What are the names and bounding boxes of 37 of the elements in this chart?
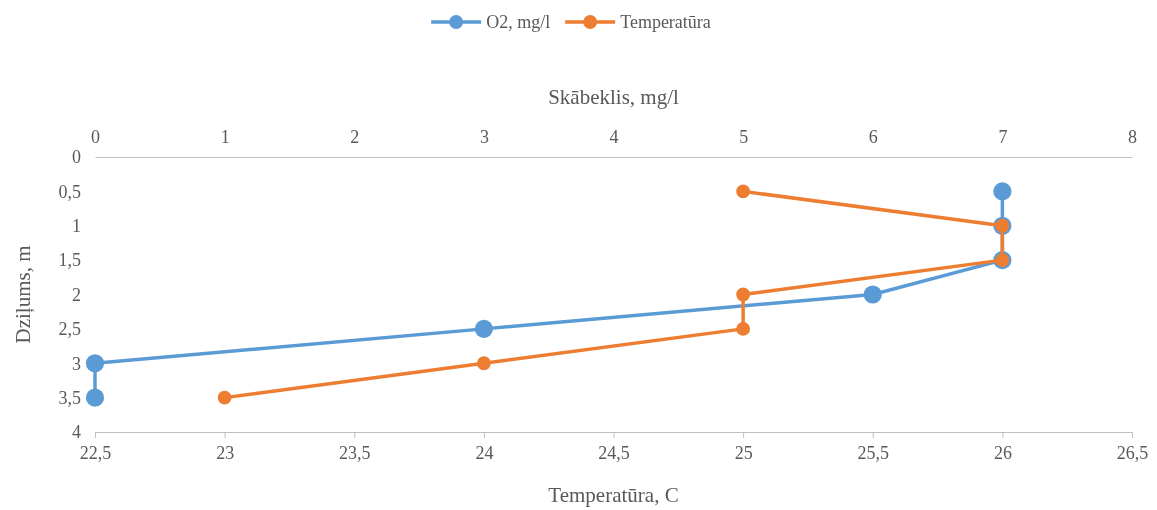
x-tick-label: 23,5 bbox=[339, 442, 371, 463]
point bbox=[476, 356, 491, 371]
legend-label: Temperatūra bbox=[620, 12, 711, 32]
point bbox=[736, 287, 751, 302]
y-tick-label: 3 bbox=[72, 353, 81, 374]
x2-tick-label: 7 bbox=[998, 127, 1008, 147]
point bbox=[736, 184, 751, 199]
legend-label: O2, mg/l bbox=[486, 12, 551, 32]
x2-tick-label: 4 bbox=[609, 127, 619, 147]
y-tick-label: 1,5 bbox=[58, 250, 81, 271]
x-tick-label: 24 bbox=[475, 442, 494, 463]
x2-axis-title: Skābeklis, mg/l bbox=[548, 85, 679, 109]
y-tick-label: 4 bbox=[72, 422, 81, 443]
x-tick-label: 25 bbox=[734, 442, 753, 463]
y-tick-label: 1 bbox=[72, 216, 81, 237]
y-tick-label: 0 bbox=[72, 147, 81, 168]
x2-tick-label: 5 bbox=[739, 127, 749, 147]
y-tick-label: 3,5 bbox=[58, 387, 81, 408]
x-tick-label: 26 bbox=[993, 442, 1012, 463]
x-tick-label: 26,5 bbox=[1116, 442, 1149, 463]
x2-tick-label: 2 bbox=[350, 127, 360, 147]
x-tick-label: 23 bbox=[216, 442, 235, 463]
x2-tick-label: 8 bbox=[1128, 127, 1137, 147]
x-axis-title: Temperatūra, C bbox=[548, 483, 679, 507]
x2-tick-label: 3 bbox=[479, 127, 489, 147]
x-tick-label: 25,5 bbox=[857, 442, 889, 463]
x-tick-label: 22,5 bbox=[79, 442, 112, 463]
y-tick-label: 2 bbox=[72, 284, 81, 305]
x2-tick-label: 6 bbox=[868, 127, 878, 147]
y-tick-label: 0,5 bbox=[58, 181, 81, 202]
x2-tick-label: 1 bbox=[220, 127, 230, 147]
point bbox=[736, 321, 751, 336]
point bbox=[217, 390, 232, 405]
x-tick-label: 24,5 bbox=[598, 442, 630, 463]
y-axis-title: Dziļums, m bbox=[11, 245, 35, 344]
x2-tick-label: 0 bbox=[91, 127, 100, 147]
y-tick-label: 2,5 bbox=[58, 319, 81, 340]
